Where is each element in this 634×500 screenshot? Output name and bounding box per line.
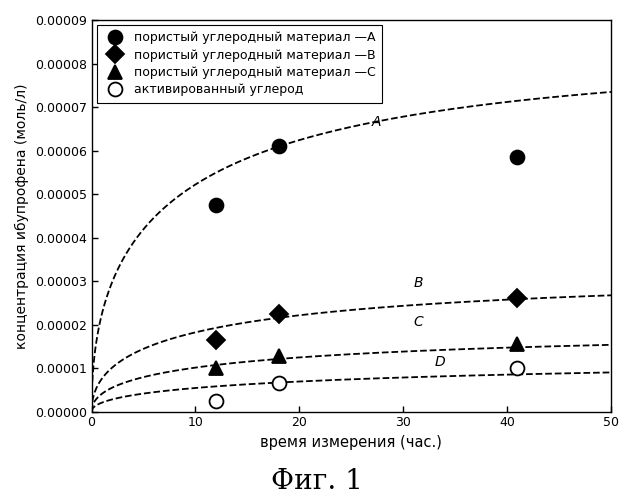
Text: D: D xyxy=(434,354,445,368)
Text: Фиг. 1: Фиг. 1 xyxy=(271,468,363,495)
Y-axis label: концентрация ибупрофена (моль/л): концентрация ибупрофена (моль/л) xyxy=(15,83,29,348)
Text: A: A xyxy=(372,115,382,129)
Text: C: C xyxy=(413,316,424,330)
X-axis label: время измерения (час.): время измерения (час.) xyxy=(261,435,442,450)
Legend: пористый углеродный материал —A, пористый углеродный материал —B, пористый углер: пористый углеродный материал —A, пористы… xyxy=(96,25,382,102)
Text: B: B xyxy=(413,276,423,290)
